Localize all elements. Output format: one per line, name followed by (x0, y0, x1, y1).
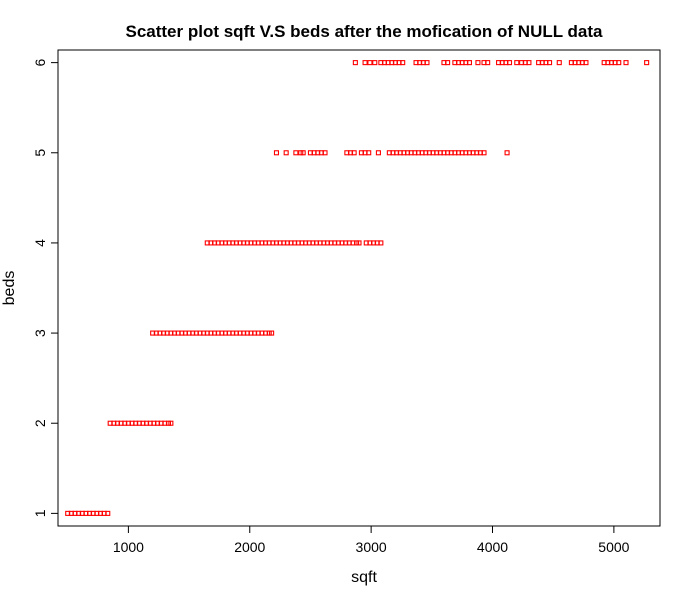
data-point (445, 60, 451, 66)
x-tick-label: 4000 (477, 539, 508, 555)
y-axis-label: beds (1, 271, 18, 306)
data-point (366, 150, 372, 156)
data-points (65, 60, 650, 516)
data-point (269, 330, 275, 336)
data-point (300, 150, 306, 156)
x-tick-label: 3000 (356, 539, 387, 555)
data-point (583, 60, 589, 66)
data-point (547, 60, 553, 66)
data-point (623, 60, 629, 66)
chart-title: Scatter plot sqft V.S beds after the mof… (125, 22, 603, 41)
data-point (375, 150, 381, 156)
y-tick-label: 5 (32, 149, 48, 157)
data-point (367, 60, 373, 66)
x-tick-label: 2000 (234, 539, 265, 555)
data-point (283, 150, 289, 156)
y-axis: 1 2 3 4 5 6 (32, 59, 59, 517)
data-point (293, 150, 299, 156)
data-point (400, 60, 406, 66)
y-tick-label: 2 (32, 419, 48, 427)
x-axis: 1000 2000 3000 4000 5000 (113, 525, 630, 555)
data-point (514, 60, 520, 66)
data-point (352, 60, 358, 66)
data-point (526, 60, 532, 66)
x-axis-label: sqft (351, 569, 377, 586)
x-tick-label: 1000 (113, 539, 144, 555)
y-tick-label: 3 (32, 329, 48, 337)
data-point (372, 60, 378, 66)
data-point (644, 60, 650, 66)
x-tick-label: 5000 (598, 539, 629, 555)
data-point (475, 60, 481, 66)
data-point (616, 60, 622, 66)
y-tick-label: 6 (32, 59, 48, 67)
data-point (466, 60, 472, 66)
data-point (105, 510, 111, 516)
y-tick-label: 1 (32, 509, 48, 517)
data-point (378, 240, 384, 246)
plot-frame (57, 49, 661, 527)
data-point (481, 150, 487, 156)
data-point (351, 150, 357, 156)
data-point (556, 60, 562, 66)
data-point (362, 60, 368, 66)
data-point (356, 240, 362, 246)
data-point (504, 150, 510, 156)
data-point (168, 420, 174, 426)
data-point (273, 150, 280, 156)
data-point (322, 150, 328, 156)
y-tick-label: 4 (32, 239, 48, 247)
data-point (506, 60, 513, 66)
data-point (485, 60, 491, 66)
data-point (424, 60, 430, 66)
